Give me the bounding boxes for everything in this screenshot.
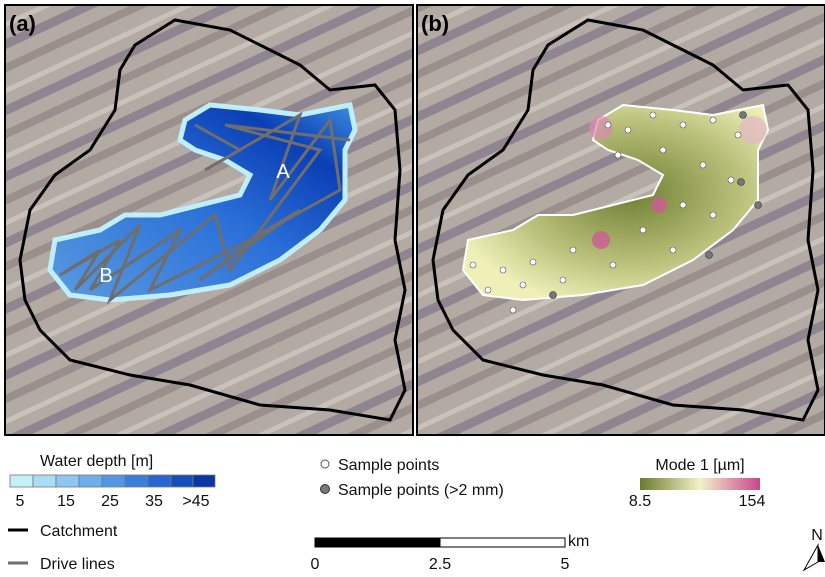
sample-point-large — [738, 179, 745, 186]
annotation: B — [99, 265, 112, 287]
scale-bar-segment — [440, 538, 565, 547]
legend-tick: 154 — [739, 493, 766, 510]
depth-class — [56, 475, 79, 487]
sample-point — [680, 122, 686, 128]
depth-class — [193, 475, 215, 487]
sample-point — [640, 227, 646, 233]
sample-point — [710, 212, 716, 218]
sample-point — [500, 267, 506, 273]
sample-point-symbol — [321, 460, 329, 468]
sample-point — [610, 262, 616, 268]
scale-tick: 0 — [311, 556, 320, 572]
depth-class — [79, 475, 102, 487]
hotspot — [651, 197, 667, 213]
north-arrow — [804, 545, 818, 570]
legend-tick: 25 — [101, 493, 119, 510]
legend-title: Mode 1 [µm] — [655, 457, 744, 474]
depth-class — [148, 475, 171, 487]
sample-point — [615, 152, 621, 158]
mode-colorbar — [640, 478, 760, 490]
legend-label: Sample points (>2 mm) — [338, 482, 504, 499]
sample-point — [670, 247, 676, 253]
legend-tick: 5 — [16, 493, 25, 510]
hotspot — [589, 116, 613, 140]
sample-point — [700, 162, 706, 168]
sample-point — [520, 282, 526, 288]
depth-colorbar — [10, 475, 215, 487]
depth-class — [125, 475, 148, 487]
sample-point — [510, 307, 516, 313]
scale-tick: 2.5 — [429, 556, 451, 572]
annotation: A — [276, 161, 290, 183]
sample-point — [485, 287, 491, 293]
legend-tick: 35 — [145, 493, 163, 510]
sample-point — [625, 127, 631, 133]
legend-tick: 8.5 — [629, 493, 651, 510]
scale-tick: 5 — [561, 556, 570, 572]
sample-point — [605, 122, 611, 128]
sample-point-large — [740, 112, 747, 119]
sample-point-large-symbol — [321, 485, 330, 494]
figure: A B (a) — [0, 0, 825, 572]
north-label: N — [811, 527, 823, 544]
sample-point — [660, 147, 666, 153]
legend-label: Catchment — [40, 523, 118, 540]
panel-label: (b) — [421, 11, 449, 36]
sample-point — [680, 202, 686, 208]
legend-label: Drive lines — [40, 556, 115, 572]
sample-point — [470, 262, 476, 268]
legend-tick: >45 — [182, 493, 209, 510]
depth-class — [10, 475, 33, 487]
north-arrow — [818, 545, 825, 562]
scale-bar-segment — [315, 538, 440, 547]
sample-point — [560, 277, 566, 283]
sample-point-large — [755, 202, 762, 209]
legend-label: Sample points — [338, 457, 439, 474]
sample-point — [650, 112, 656, 118]
sample-point-large — [706, 252, 713, 259]
sample-point — [735, 132, 741, 138]
depth-class — [102, 475, 125, 487]
depth-class — [33, 475, 56, 487]
hotspot — [592, 231, 610, 249]
sample-point — [728, 177, 734, 183]
panel-label: (a) — [9, 11, 36, 36]
sample-point — [570, 247, 576, 253]
depth-class — [171, 475, 193, 487]
legend-title: Water depth [m] — [40, 453, 153, 470]
sample-point — [710, 117, 716, 123]
hotspot — [739, 116, 767, 144]
sample-point — [530, 259, 536, 265]
legend-tick: 15 — [57, 493, 75, 510]
scale-unit: km — [568, 533, 589, 550]
sample-point-large — [550, 292, 557, 299]
